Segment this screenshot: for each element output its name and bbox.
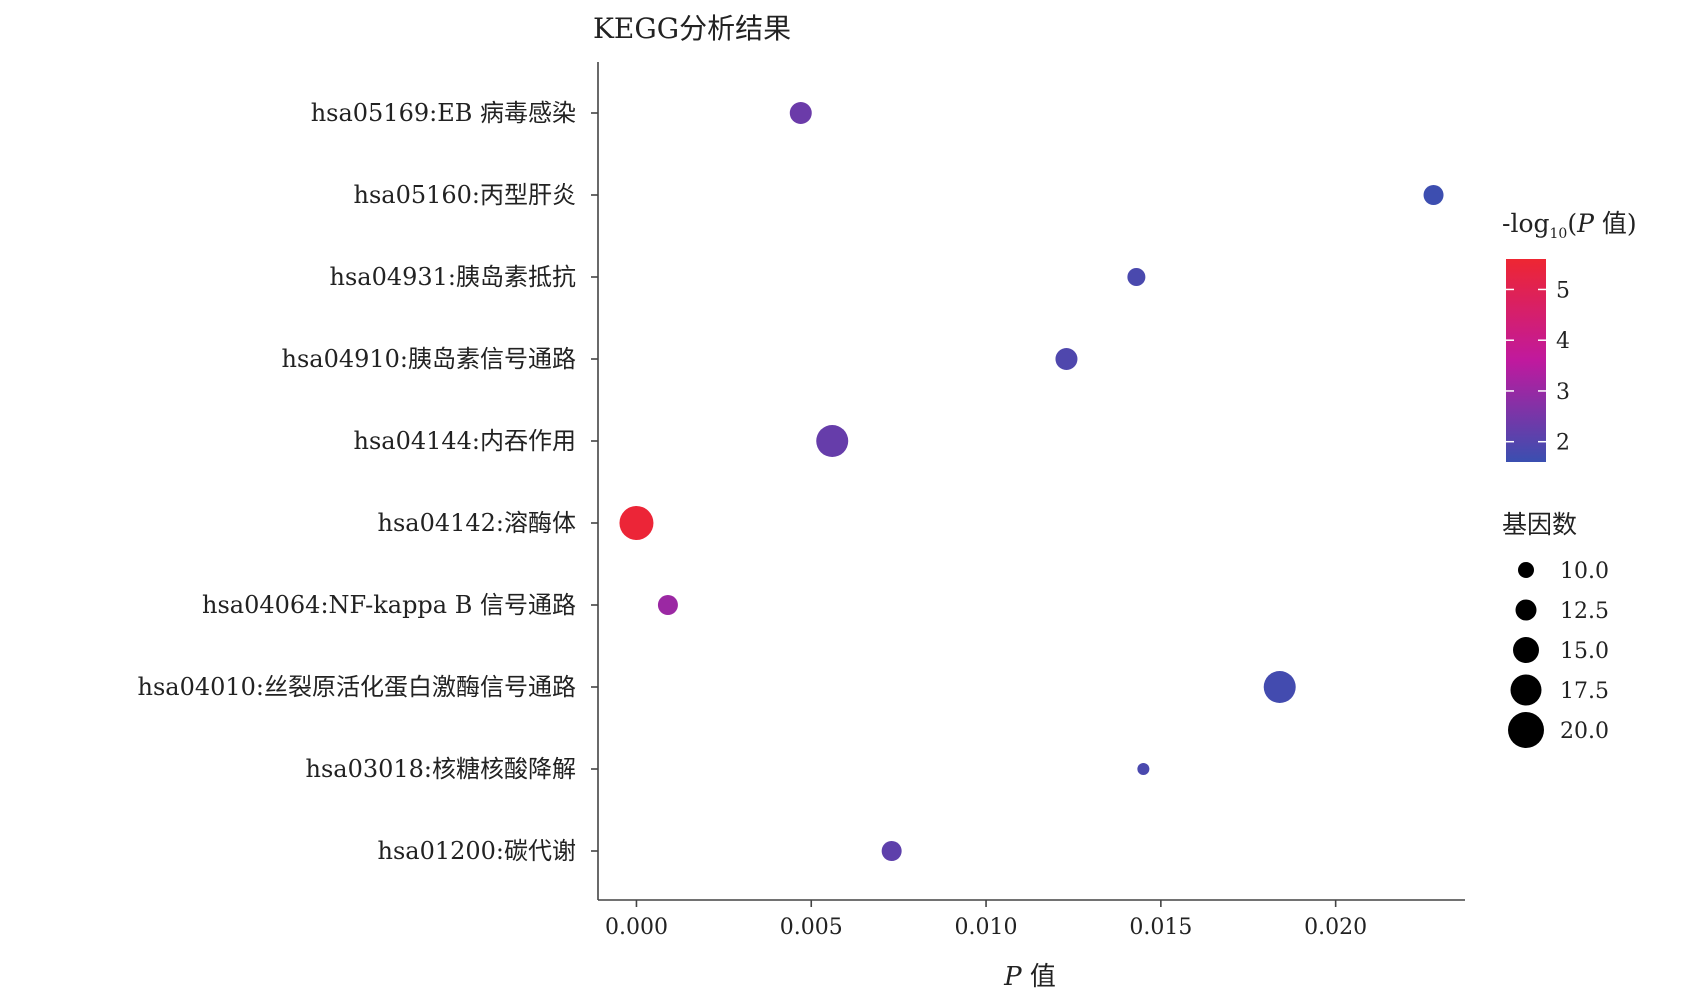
data-point (1263, 671, 1296, 703)
size-legend-label: 17.5 (1560, 679, 1609, 704)
size-legend-dot (1513, 637, 1539, 663)
x-tick-label: 0.020 (1304, 915, 1367, 940)
data-point (881, 841, 902, 861)
x-tick-label: 0.000 (605, 915, 668, 940)
data-point (657, 595, 678, 615)
x-tick-label: 0.015 (1129, 915, 1192, 940)
chart-title: KEGG分析结果 (593, 12, 791, 45)
size-legend-title: 基因数 (1502, 510, 1577, 539)
size-legend-dot (1510, 674, 1542, 706)
y-tick-label: hsa04064:NF-kappa B 信号通路 (202, 591, 576, 619)
y-tick-label: hsa04910:胰岛素信号通路 (281, 345, 576, 373)
size-legend-dot (1508, 712, 1544, 748)
y-tick-label: hsa05160:丙型肝炎 (353, 181, 576, 209)
data-point (1055, 348, 1078, 370)
y-tick-label: hsa05169:EB 病毒感染 (311, 99, 576, 127)
color-bar-tick-label: 2 (1556, 431, 1570, 456)
color-bar-tick-label: 5 (1556, 278, 1570, 303)
color-bar-tick-label: 4 (1556, 329, 1570, 354)
plot-axes (597, 62, 1465, 901)
data-point (816, 425, 849, 457)
size-legend: 基因数 10.0 12.5 15.0 17.5 20.0 (1502, 510, 1609, 748)
size-legend-label: 15.0 (1560, 639, 1609, 664)
y-tick-label: hsa03018:核糖核酸降解 (305, 755, 576, 783)
data-point (1137, 763, 1150, 775)
size-legend-dot (1518, 562, 1534, 578)
color-legend: -log10(P 值) 2 3 4 5 (1502, 209, 1637, 462)
x-axis-title: P 值 (1003, 962, 1056, 992)
data-point (1127, 268, 1146, 286)
data-point (1423, 185, 1444, 205)
data-point (619, 506, 654, 540)
size-legend-label: 20.0 (1560, 719, 1609, 744)
y-axis-labels: hsa05169:EB 病毒感染 hsa05160:丙型肝炎 hsa04931:胰岛… (137, 99, 598, 865)
color-bar-ticks: 2 3 4 5 (1506, 278, 1570, 456)
y-tick-label: hsa01200:碳代谢 (377, 837, 576, 865)
x-tick-label: 0.005 (780, 915, 843, 940)
x-tick-label: 0.010 (955, 915, 1018, 940)
size-legend-label: 12.5 (1560, 599, 1609, 624)
data-point (789, 102, 812, 124)
size-legend-items: 10.0 12.5 15.0 17.5 20.0 (1508, 559, 1609, 748)
y-tick-label: hsa04144:内吞作用 (353, 427, 576, 455)
x-axis-ticks: 0.000 0.005 0.010 0.015 0.020 (605, 900, 1367, 940)
y-tick-label: hsa04010:丝裂原活化蛋白激酶信号通路 (137, 673, 576, 701)
y-tick-label: hsa04931:胰岛素抵抗 (329, 263, 576, 291)
color-bar-tick-label: 3 (1556, 380, 1570, 405)
data-points (619, 102, 1444, 861)
color-bar (1506, 259, 1546, 462)
y-tick-label: hsa04142:溶酶体 (377, 509, 576, 537)
color-legend-title: -log10(P 值) (1502, 209, 1637, 242)
size-legend-dot (1515, 599, 1537, 621)
size-legend-label: 10.0 (1560, 559, 1609, 584)
